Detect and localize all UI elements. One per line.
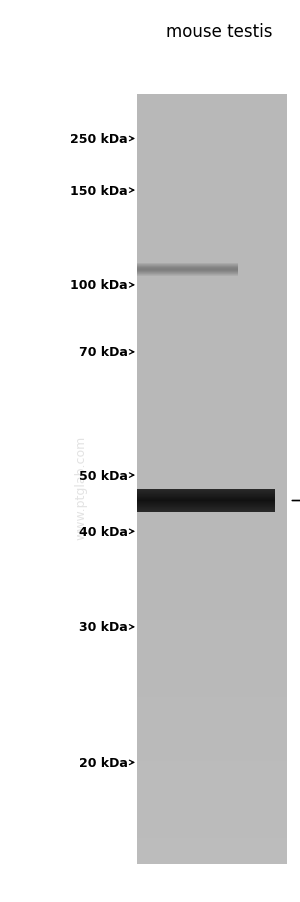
Bar (136, 235, 286, 249)
Bar (136, 825, 286, 839)
Bar (136, 672, 286, 685)
Bar (136, 505, 286, 518)
Bar (136, 518, 286, 530)
Bar (136, 582, 286, 594)
Bar (136, 299, 286, 313)
Bar (136, 710, 286, 723)
Bar (136, 287, 286, 299)
Bar (136, 454, 286, 466)
Bar (136, 544, 286, 557)
Bar (136, 621, 286, 633)
Bar (136, 402, 286, 415)
Bar (136, 774, 286, 787)
Bar (136, 723, 286, 736)
Bar (136, 185, 286, 198)
Text: www.ptglab.com: www.ptglab.com (74, 435, 88, 539)
Text: 150 kDa: 150 kDa (70, 184, 128, 198)
Bar (136, 761, 286, 774)
Bar (136, 736, 286, 749)
Bar (136, 95, 286, 864)
Text: 100 kDa: 100 kDa (70, 279, 128, 292)
Bar (136, 530, 286, 544)
Bar (136, 377, 286, 390)
Bar (136, 351, 286, 364)
Bar (136, 839, 286, 851)
Text: mouse testis: mouse testis (166, 23, 272, 41)
Bar (136, 787, 286, 800)
Bar (136, 466, 286, 480)
Bar (136, 685, 286, 697)
Text: 250 kDa: 250 kDa (70, 133, 128, 146)
Bar (136, 594, 286, 608)
Text: 30 kDa: 30 kDa (79, 621, 128, 633)
Bar (136, 262, 286, 274)
Bar (136, 428, 286, 441)
Bar (136, 159, 286, 171)
Bar (136, 133, 286, 146)
Bar (136, 697, 286, 710)
Bar (136, 338, 286, 351)
Text: 50 kDa: 50 kDa (79, 469, 128, 482)
Text: 40 kDa: 40 kDa (79, 525, 128, 538)
Bar (136, 313, 286, 326)
Bar (136, 326, 286, 338)
Bar (136, 851, 286, 864)
Bar (136, 608, 286, 621)
Text: 20 kDa: 20 kDa (79, 756, 128, 769)
Bar (136, 441, 286, 454)
Bar (136, 492, 286, 505)
Bar (136, 813, 286, 825)
Bar (136, 95, 286, 107)
Bar (136, 415, 286, 428)
Bar (136, 480, 286, 492)
Bar (136, 274, 286, 287)
Bar (136, 659, 286, 672)
Bar (136, 749, 286, 761)
Bar (136, 171, 286, 185)
Bar (136, 364, 286, 377)
Bar (136, 633, 286, 646)
Bar (136, 210, 286, 223)
Bar (136, 249, 286, 262)
Bar (136, 107, 286, 120)
Bar (136, 198, 286, 210)
Bar (136, 557, 286, 569)
Bar (136, 390, 286, 402)
Bar (136, 120, 286, 133)
Text: 70 kDa: 70 kDa (79, 346, 128, 359)
Bar (136, 146, 286, 159)
Bar (136, 223, 286, 235)
Bar (136, 646, 286, 659)
Bar (136, 800, 286, 813)
Bar (136, 569, 286, 582)
